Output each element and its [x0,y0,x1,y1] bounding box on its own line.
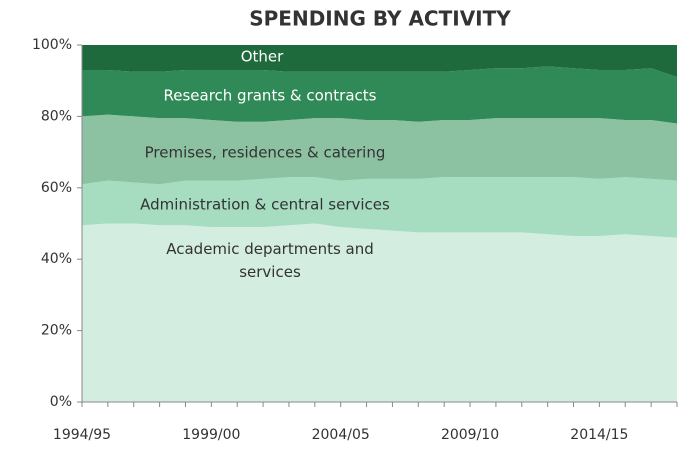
series-label: Other [240,47,284,66]
chart-title: SPENDING BY ACTIVITY [249,7,511,31]
area [82,177,677,238]
area [82,45,677,78]
area [82,66,677,124]
y-tick-label: 40% [41,251,72,267]
area [82,223,677,402]
y-tick-label: 100% [32,37,72,53]
x-tick-label: 1999/00 [182,427,240,443]
y-tick-label: 60% [41,180,72,196]
y-tick-label: 0% [50,394,72,410]
series-label: Academic departments and services [166,240,374,281]
area [82,114,677,185]
series-label: Administration & central services [140,195,390,214]
series-label: Premises, residences & catering [144,143,386,162]
series-label: Research grants & contracts [163,86,377,105]
y-tick-label: 20% [41,323,72,339]
y-tick-label: 80% [41,108,72,124]
x-tick-label: 2014/15 [570,427,628,443]
x-tick-label: 2009/10 [441,427,499,443]
x-tick-label: 2004/05 [312,427,370,443]
x-tick-label: 1994/95 [53,427,111,443]
